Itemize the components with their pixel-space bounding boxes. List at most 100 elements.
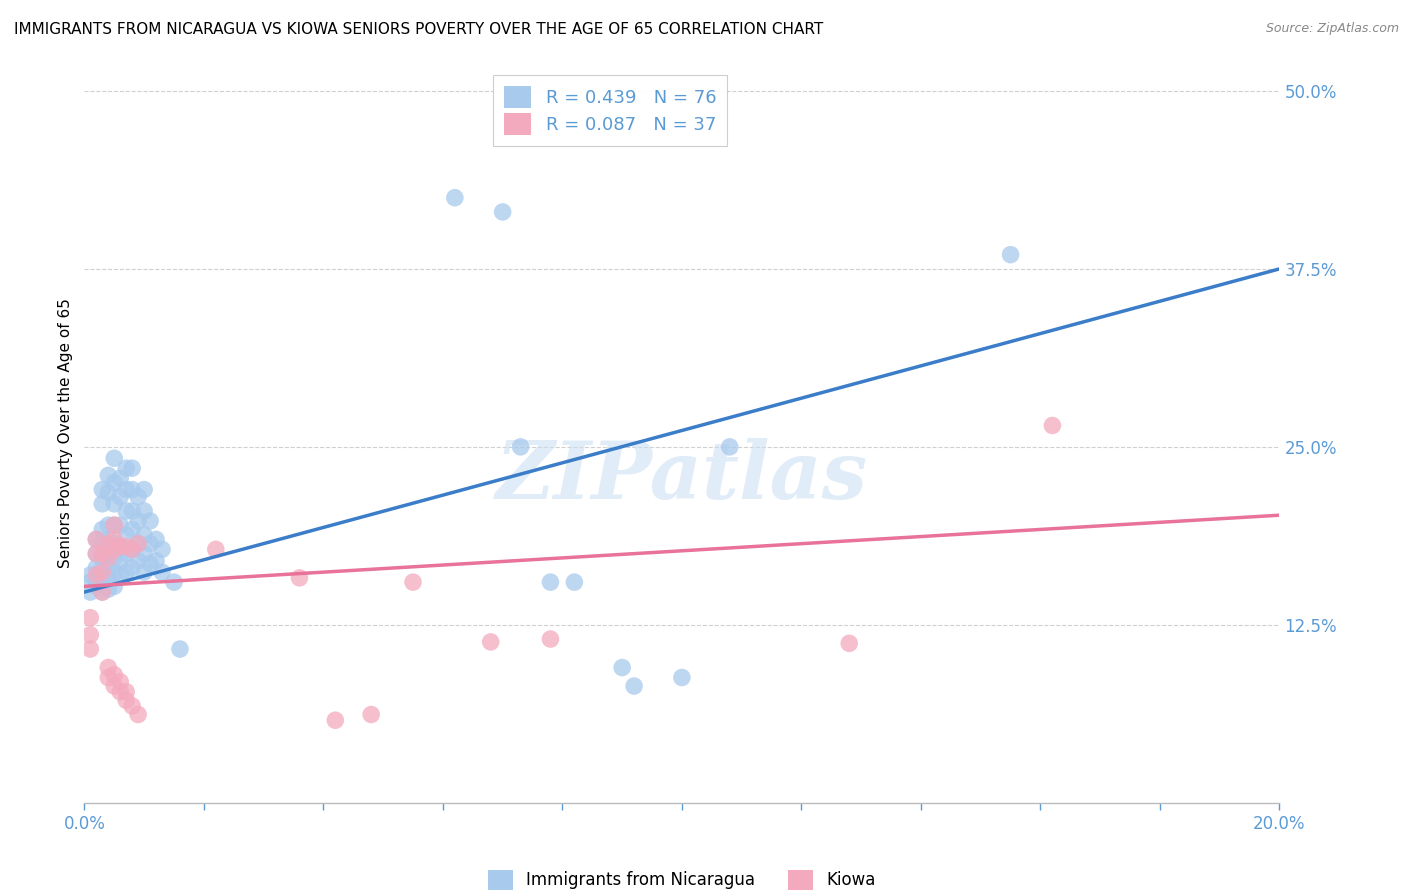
Point: [115, 504, 138, 518]
Point: [86, 533, 108, 547]
Point: [91, 547, 114, 561]
Point: [110, 471, 132, 485]
Legend: Immigrants from Nicaragua, Kiowa: Immigrants from Nicaragua, Kiowa: [481, 863, 883, 892]
Point: [623, 679, 645, 693]
Point: [91, 497, 114, 511]
Text: ZIPatlas: ZIPatlas: [496, 438, 868, 516]
Point: [115, 461, 138, 475]
Point: [121, 523, 143, 537]
Point: [115, 693, 138, 707]
Point: [139, 536, 162, 550]
Point: [79, 642, 101, 657]
Point: [150, 565, 173, 579]
Point: [91, 575, 114, 590]
Point: [86, 561, 108, 575]
Point: [444, 191, 467, 205]
Point: [110, 540, 132, 554]
Point: [91, 550, 114, 565]
Point: [132, 528, 156, 542]
Point: [86, 568, 108, 582]
Point: [97, 468, 120, 483]
Point: [127, 707, 149, 722]
Point: [97, 550, 120, 565]
Point: [110, 518, 132, 533]
Point: [79, 628, 101, 642]
Point: [121, 504, 143, 518]
Point: [86, 571, 108, 585]
Point: [360, 707, 382, 722]
Point: [127, 514, 149, 528]
Point: [97, 518, 120, 533]
Point: [718, 440, 741, 454]
Point: [132, 504, 156, 518]
Point: [97, 536, 120, 550]
Point: [103, 679, 125, 693]
Point: [103, 518, 125, 533]
Point: [564, 575, 586, 590]
Point: [91, 585, 114, 599]
Point: [103, 542, 125, 557]
Point: [110, 568, 132, 582]
Point: [121, 483, 143, 497]
Point: [86, 547, 108, 561]
Point: [139, 514, 162, 528]
Point: [103, 667, 125, 681]
Point: [86, 579, 108, 593]
Point: [121, 542, 143, 557]
Point: [103, 536, 125, 550]
Point: [110, 540, 132, 554]
Point: [169, 642, 191, 657]
Point: [103, 550, 125, 565]
Point: [103, 518, 125, 533]
Point: [132, 547, 156, 561]
Point: [110, 674, 132, 689]
Point: [91, 536, 114, 550]
Point: [91, 561, 114, 575]
Point: [121, 542, 143, 557]
Point: [86, 547, 108, 561]
Point: [115, 547, 138, 561]
Point: [540, 575, 562, 590]
Point: [479, 635, 502, 649]
Point: [103, 497, 125, 511]
Point: [97, 582, 120, 597]
Point: [150, 542, 173, 557]
Point: [121, 698, 143, 713]
Point: [492, 205, 515, 219]
Point: [127, 536, 149, 550]
Point: [91, 523, 114, 537]
Text: Source: ZipAtlas.com: Source: ZipAtlas.com: [1265, 22, 1399, 36]
Point: [612, 660, 634, 674]
Point: [838, 636, 860, 650]
Point: [91, 565, 114, 579]
Point: [121, 561, 143, 575]
Point: [1000, 247, 1022, 261]
Point: [402, 575, 425, 590]
Point: [127, 536, 149, 550]
Point: [288, 571, 311, 585]
Point: [97, 485, 120, 500]
Point: [79, 568, 101, 582]
Point: [103, 475, 125, 490]
Point: [97, 547, 120, 561]
Point: [115, 528, 138, 542]
Point: [103, 579, 125, 593]
Point: [132, 483, 156, 497]
Point: [115, 565, 138, 579]
Point: [540, 632, 562, 646]
Point: [110, 490, 132, 504]
Point: [97, 660, 120, 674]
Point: [205, 542, 228, 557]
Point: [97, 533, 120, 547]
Point: [509, 440, 531, 454]
Point: [103, 533, 125, 547]
Point: [79, 575, 101, 590]
Point: [132, 565, 156, 579]
Point: [79, 610, 101, 624]
Point: [97, 671, 120, 685]
Point: [115, 685, 138, 699]
Point: [86, 533, 108, 547]
Point: [110, 554, 132, 568]
Point: [97, 571, 120, 585]
Point: [121, 461, 143, 475]
